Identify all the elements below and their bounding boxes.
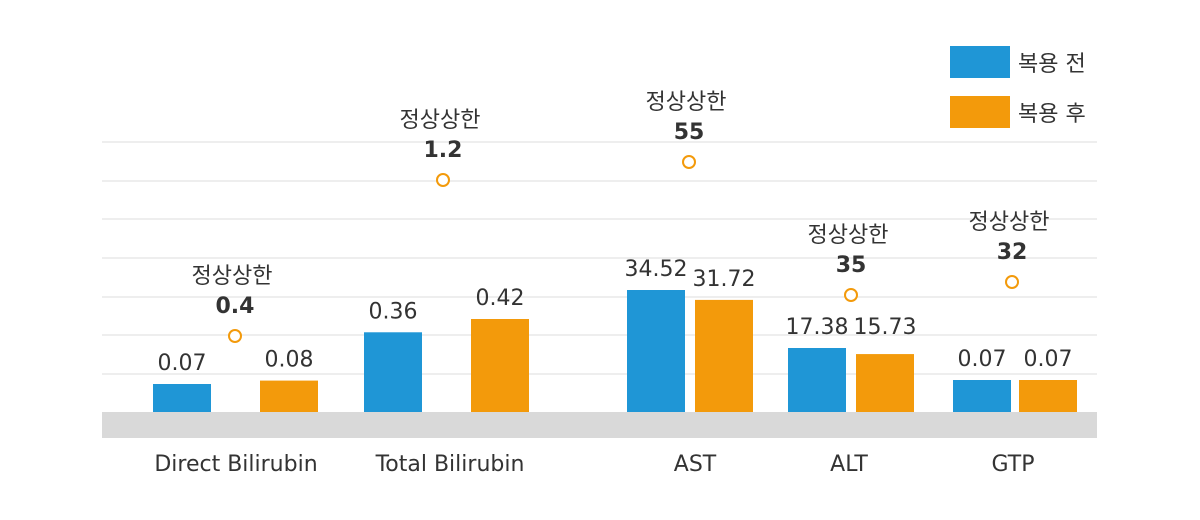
x-tick-label-0: Direct Bilirubin	[154, 452, 317, 477]
reference-label-3: 정상상한	[808, 223, 889, 248]
x-tick-label-2: AST	[674, 452, 717, 477]
reference-label-4: 정상상한	[969, 210, 1050, 235]
bar-before-3	[788, 348, 846, 412]
x-tick-label-1: Total Bilirubin	[375, 452, 525, 477]
bar-after-0	[260, 380, 318, 412]
reference-marker-0	[228, 329, 242, 343]
reference-label-0: 정상상한	[192, 264, 273, 289]
bar-after-2	[695, 299, 753, 412]
value-label-after-0: 0.08	[265, 348, 314, 373]
reference-marker-1	[436, 173, 450, 187]
reference-label-1: 정상상한	[400, 108, 481, 133]
value-label-before-2: 34.52	[625, 257, 688, 282]
value-label-before-1: 0.36	[369, 299, 418, 324]
reference-value-0: 0.4	[216, 294, 255, 319]
bar-before-0	[153, 384, 211, 412]
x-tick-label-3: ALT	[830, 452, 868, 477]
x-tick-label-4: GTP	[992, 452, 1035, 477]
bar-after-4	[1019, 380, 1077, 412]
reference-marker-4	[1005, 275, 1019, 289]
legend-label-0: 복용 전	[1018, 52, 1086, 77]
legend-swatch-0	[950, 46, 1010, 78]
value-label-before-4: 0.07	[958, 347, 1007, 372]
bar-before-2	[627, 290, 685, 412]
legend-label-1: 복용 후	[1018, 102, 1086, 127]
bar-before-4	[953, 380, 1011, 412]
value-label-after-2: 31.72	[693, 267, 756, 292]
bar-after-3	[856, 354, 914, 412]
value-label-before-0: 0.07	[158, 351, 207, 376]
bar-before-1	[364, 332, 422, 412]
reference-marker-3	[844, 288, 858, 302]
reference-label-2: 정상상한	[646, 90, 727, 115]
reference-value-2: 55	[674, 120, 705, 145]
value-label-after-3: 15.73	[854, 315, 917, 340]
legend-swatch-1	[950, 96, 1010, 128]
value-label-after-4: 0.07	[1024, 347, 1073, 372]
reference-value-1: 1.2	[424, 138, 463, 163]
value-label-after-1: 0.42	[476, 286, 525, 311]
reference-value-4: 32	[997, 240, 1028, 265]
value-label-before-3: 17.38	[786, 315, 849, 340]
reference-value-3: 35	[836, 253, 867, 278]
bar-after-1	[471, 319, 529, 412]
reference-marker-2	[682, 155, 696, 169]
axis-baseline-band	[102, 412, 1097, 438]
